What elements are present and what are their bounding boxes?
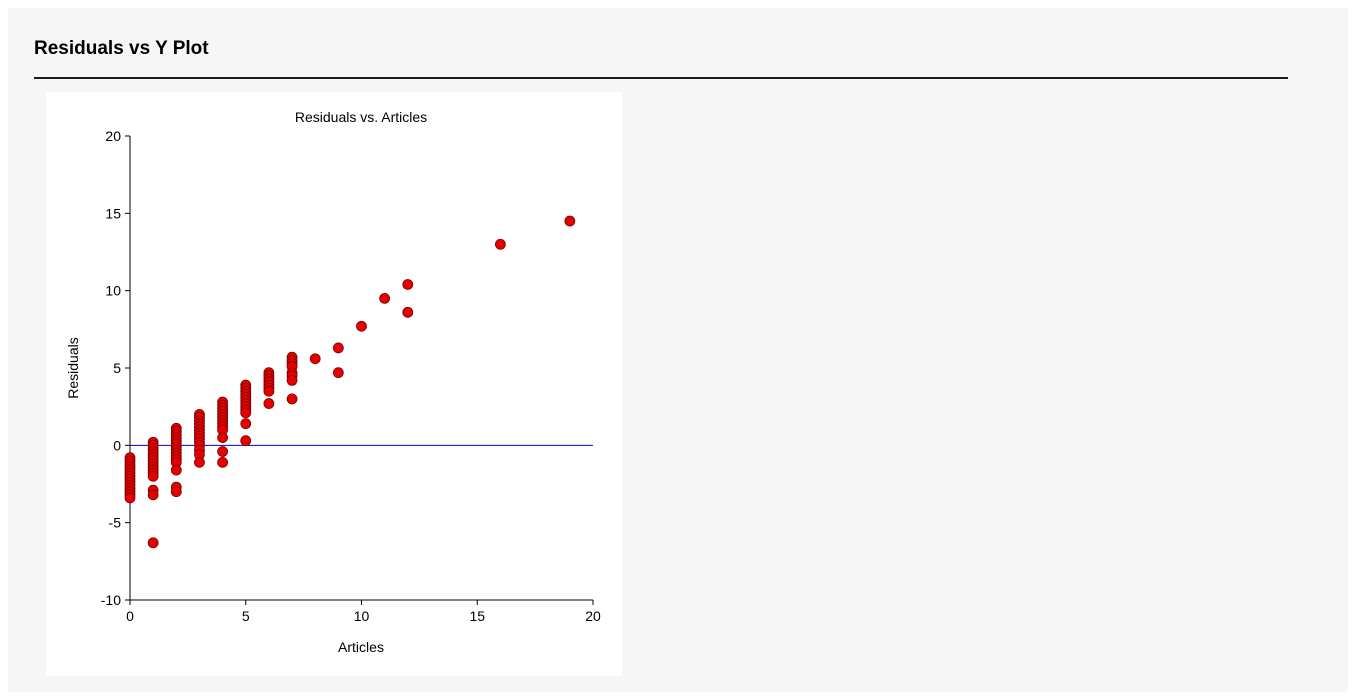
- data-point: [402, 279, 414, 290]
- x-tick-label: 15: [469, 608, 485, 624]
- y-tick-label: 0: [113, 437, 121, 453]
- data-point: [309, 353, 321, 365]
- title-divider: [34, 77, 1288, 79]
- data-point: [402, 306, 414, 318]
- scatter-chart: Residuals vs. Articles Articles Residual…: [65, 109, 601, 655]
- y-tick-label: -5: [109, 515, 122, 531]
- y-tick-label: 20: [105, 128, 121, 144]
- data-point: [356, 320, 367, 332]
- data-point: [217, 432, 229, 444]
- chart-panel: Residuals vs. Articles Articles Residual…: [46, 92, 622, 676]
- data-point: [147, 470, 159, 482]
- data-point: [332, 342, 344, 354]
- x-tick-label: 10: [354, 608, 370, 624]
- data-points: [124, 215, 576, 549]
- report-page: Residuals vs Y Plot Residuals vs. Articl…: [8, 8, 1348, 692]
- x-tick-label: 0: [126, 608, 134, 624]
- data-point: [147, 537, 159, 549]
- x-axis-label: Articles: [338, 639, 384, 655]
- data-point: [217, 456, 229, 468]
- data-point: [332, 367, 344, 379]
- y-axis-ticks: -10 -5 0 5 10 15 20: [101, 128, 130, 608]
- y-tick-label: 10: [105, 283, 121, 299]
- data-point: [170, 464, 182, 476]
- data-point: [240, 418, 252, 430]
- data-point: [217, 446, 229, 457]
- data-point: [170, 486, 182, 498]
- data-point: [263, 385, 275, 397]
- data-point: [564, 215, 576, 227]
- data-point: [494, 238, 506, 250]
- data-point: [124, 492, 136, 504]
- data-point: [263, 398, 275, 409]
- data-point: [286, 393, 298, 405]
- x-tick-label: 20: [585, 608, 601, 624]
- section-title: Residuals vs Y Plot: [34, 38, 209, 59]
- data-point: [194, 456, 205, 468]
- data-point: [286, 374, 298, 386]
- chart-title: Residuals vs. Articles: [295, 109, 427, 125]
- x-tick-label: 5: [242, 608, 250, 624]
- y-tick-label: 5: [113, 360, 121, 376]
- data-point: [379, 292, 391, 304]
- data-point: [147, 489, 159, 501]
- data-point: [240, 407, 252, 419]
- y-axis-label: Residuals: [65, 337, 81, 398]
- y-tick-label: -10: [101, 592, 121, 608]
- x-axis-ticks: 0 5 10 15 20: [126, 600, 601, 624]
- data-point: [240, 435, 252, 447]
- y-tick-label: 15: [105, 205, 121, 221]
